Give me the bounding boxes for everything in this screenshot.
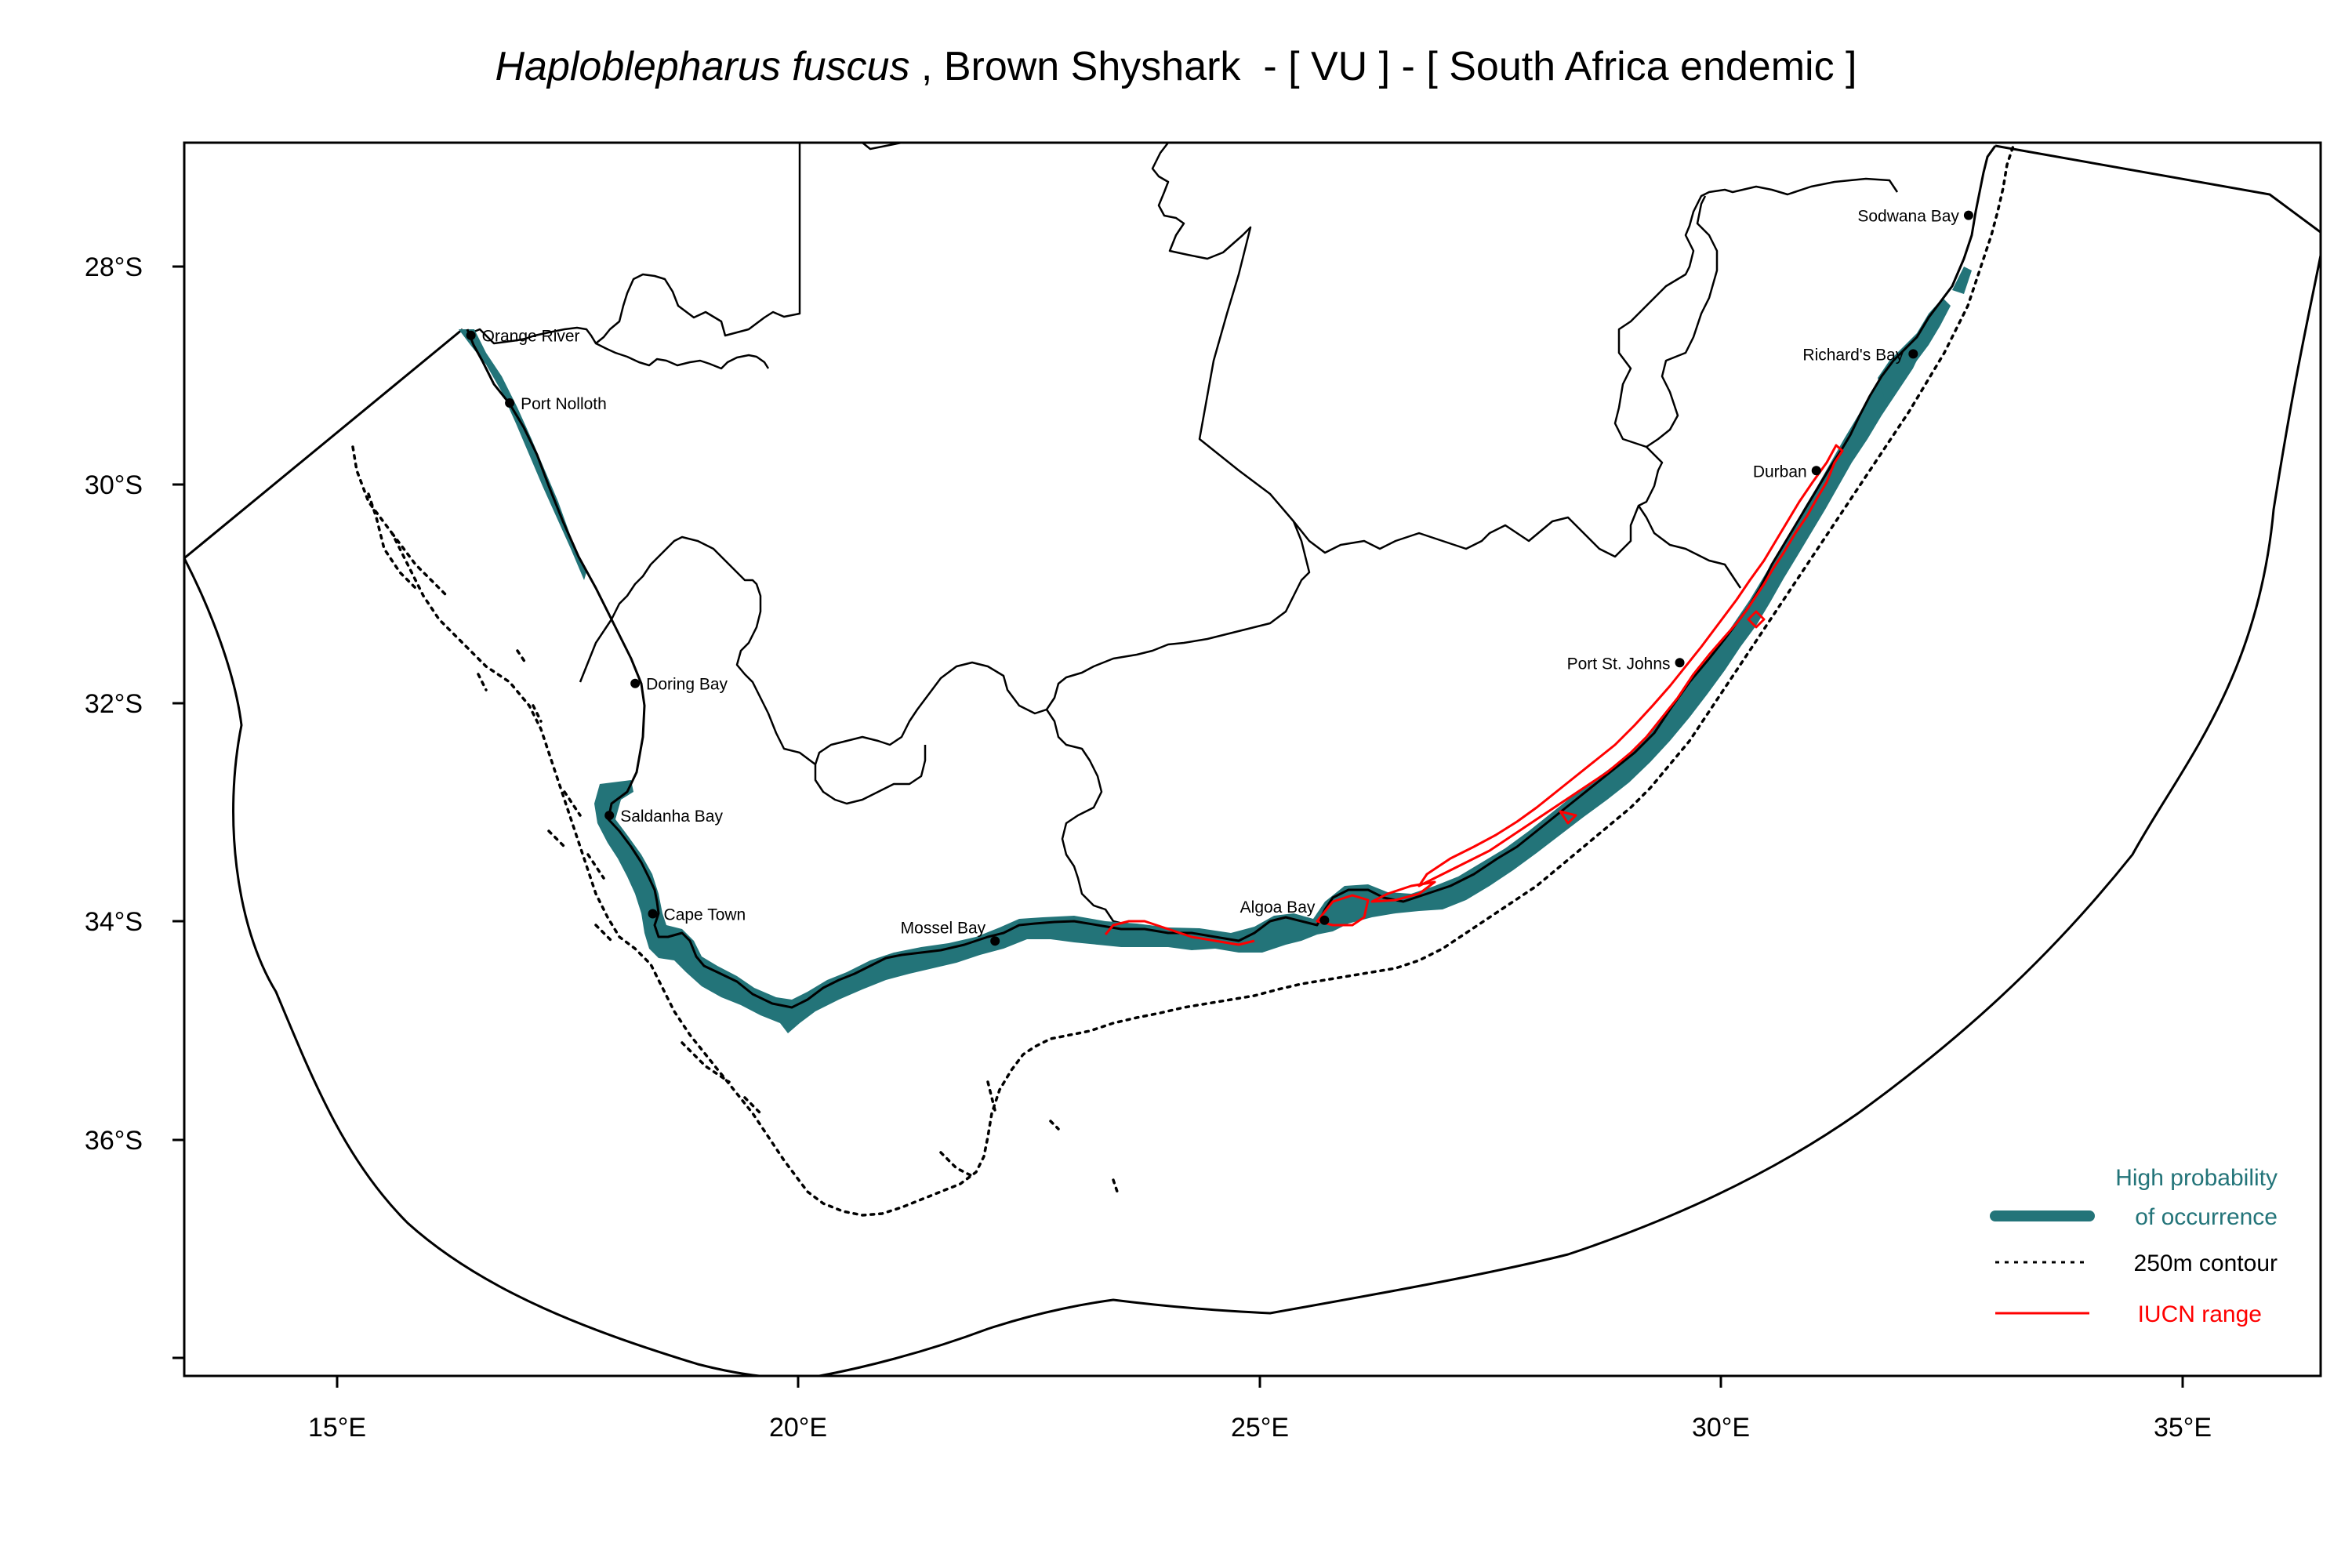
eez-boundary: [184, 144, 2321, 1376]
legend-iucn: IUCN range: [2138, 1301, 2262, 1327]
place-label: Saldanha Bay: [620, 808, 723, 826]
place-marker: [1319, 915, 1330, 925]
x-tick-label: 30°E: [1692, 1413, 1750, 1443]
place-label: Doring Bay: [646, 676, 728, 694]
y-tick-label: 28°S: [85, 252, 143, 282]
y-tick-label: 36°S: [85, 1126, 143, 1156]
legend-contour: 250m contour: [2134, 1250, 2278, 1276]
place-labels: Orange River Port Nolloth Doring Bay Saldan…: [466, 208, 1973, 946]
title-rest: , Brown Shyshark - [ VU ] - [ South Afri…: [909, 44, 1857, 89]
place-label: Sodwana Bay: [1857, 208, 1959, 226]
place-label: Port Nolloth: [521, 395, 607, 413]
place-label: Cape Town: [664, 906, 746, 924]
legend-occurrence-line1: High probability: [2115, 1165, 2278, 1191]
x-tick-labels: 15°E 20°E 25°E 30°E 35°E: [308, 1413, 2212, 1443]
y-tick-labels: 28°S 30°S 32°S 34°S 36°S: [85, 252, 143, 1156]
place-label: Durban: [1753, 463, 1807, 481]
coastline: [466, 145, 1997, 1009]
x-tick-label: 35°E: [2154, 1413, 2212, 1443]
x-tick-label: 15°E: [308, 1413, 366, 1443]
x-axis: [336, 1376, 2184, 1388]
admin-borders: [470, 143, 1899, 927]
species-name: Haploblepharus fuscus: [495, 44, 910, 89]
place-marker: [466, 330, 476, 340]
place-marker: [648, 909, 658, 919]
place-label: Mossel Bay: [901, 919, 986, 937]
place-marker: [604, 811, 615, 821]
place-marker: [630, 678, 641, 688]
place-label: Algoa Bay: [1240, 898, 1316, 916]
legend: High probability of occurrence 250m cont…: [1990, 1165, 2278, 1327]
x-tick-label: 25°E: [1231, 1413, 1289, 1443]
y-tick-label: 32°S: [85, 689, 143, 719]
place-label: Port St. Johns: [1567, 655, 1671, 673]
map-title: Haploblepharus fuscus , Brown Shyshark -…: [0, 43, 2352, 90]
place-label: Orange River: [482, 328, 580, 346]
occurrence-patch: [1952, 267, 1972, 294]
y-tick-label: 34°S: [85, 907, 143, 937]
place-marker: [505, 398, 515, 408]
iucn-range: [1104, 444, 1844, 946]
x-tick-label: 20°E: [769, 1413, 827, 1443]
plot-frame: [183, 141, 2322, 1377]
place-marker: [1811, 466, 1821, 476]
y-axis: [172, 265, 184, 1359]
occurrence-patch: [459, 329, 586, 580]
y-tick-label: 30°S: [85, 470, 143, 500]
contour-250m: [351, 144, 2015, 1217]
place-label: Richard's Bay: [1802, 346, 1904, 364]
place-marker: [990, 936, 1000, 946]
place-marker: [1675, 658, 1685, 668]
place-marker: [1963, 210, 1973, 220]
place-marker: [1908, 349, 1918, 359]
legend-occurrence-line2: of occurrence: [2135, 1204, 2278, 1230]
